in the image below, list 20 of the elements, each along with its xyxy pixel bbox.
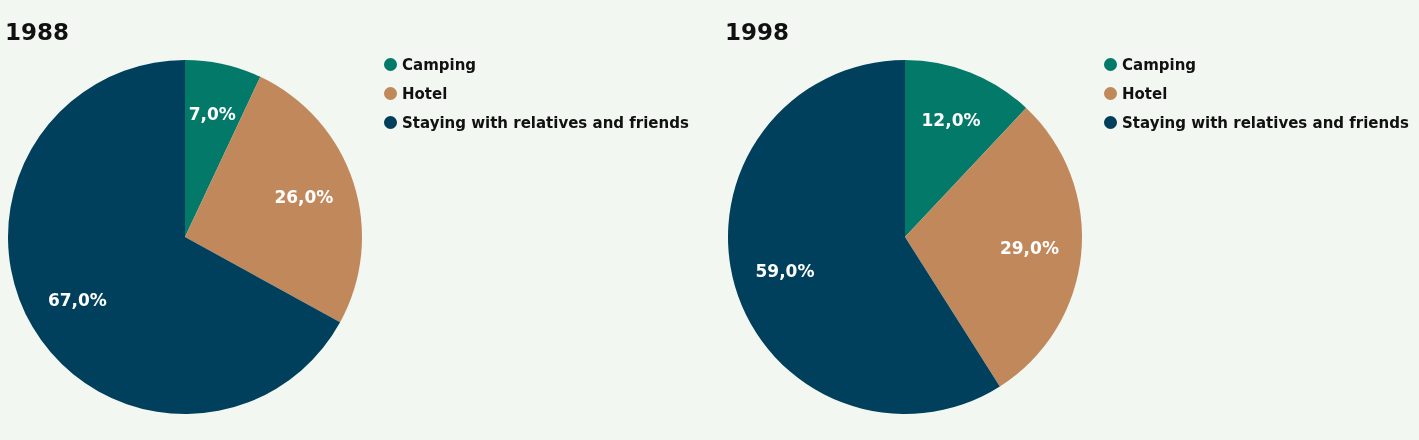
- legend-label: Camping: [1122, 55, 1197, 74]
- legend-label: Staying with relatives and friends: [402, 113, 689, 132]
- legend-label: Hotel: [1122, 84, 1168, 103]
- data-label: 12,0%: [921, 109, 981, 130]
- pie-slice: [185, 60, 261, 237]
- pie-slice: [905, 60, 1027, 237]
- chart-title: 1988: [5, 19, 70, 45]
- data-label: 29,0%: [999, 237, 1059, 258]
- pie-slice: [8, 60, 341, 414]
- pie-slice: [185, 76, 362, 323]
- legend-label: Hotel: [402, 84, 448, 103]
- legend-label: Camping: [402, 55, 477, 74]
- data-label: 7,0%: [188, 104, 236, 125]
- data-label: 67,0%: [47, 289, 107, 310]
- pie-slice: [905, 107, 1082, 387]
- chart-title: 1998: [725, 19, 790, 45]
- data-label: 59,0%: [755, 260, 815, 281]
- data-label: 26,0%: [274, 187, 334, 208]
- pie-slice: [728, 60, 1000, 414]
- legend-label: Staying with relatives and friends: [1122, 113, 1409, 132]
